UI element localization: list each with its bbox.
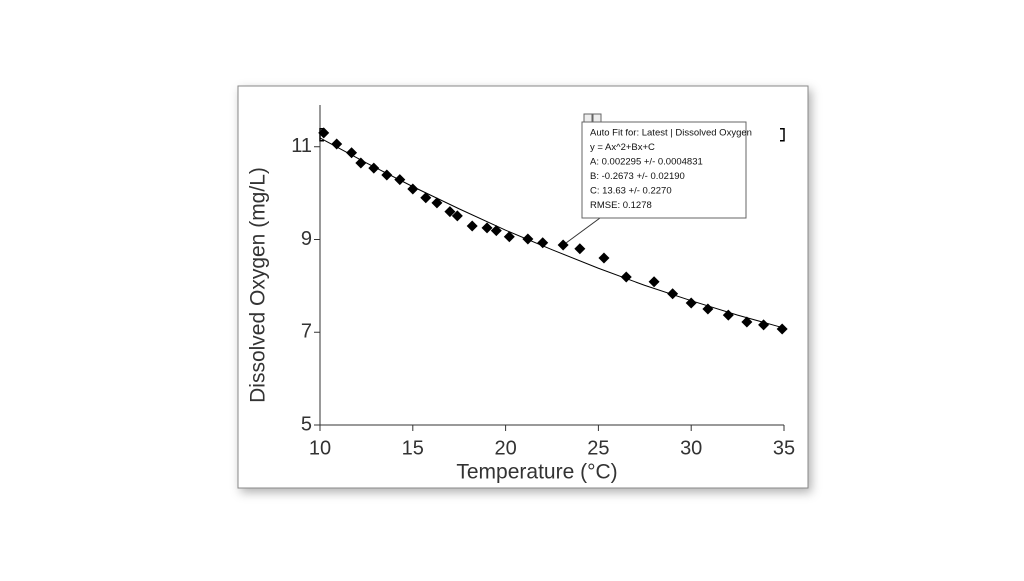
annotation-line: Auto Fit for: Latest | Dissolved Oxygen: [590, 128, 752, 139]
data-point: [481, 222, 493, 234]
y-tick-label: 11: [291, 135, 312, 157]
data-point: [722, 309, 734, 321]
data-point: [466, 220, 478, 232]
annotation-line: A: 0.002295 +/- 0.0004831: [590, 157, 703, 168]
data-point: [557, 239, 569, 251]
data-point: [346, 147, 358, 159]
annotation-line: B: -0.2673 +/- 0.02190: [590, 171, 685, 182]
range-bracket: [319, 127, 324, 142]
y-tick-label: 5: [301, 413, 312, 435]
y-tick-label: 7: [301, 321, 312, 343]
annotation-line: y = Ax^2+Bx+C: [590, 142, 655, 153]
data-point: [444, 206, 456, 218]
close-button[interactable]: [583, 113, 593, 123]
annotation-line: RMSE: 0.1278: [590, 200, 652, 211]
data-point: [355, 157, 367, 169]
data-point: [318, 127, 330, 139]
x-axis-label: Temperature (°C): [456, 461, 617, 484]
data-point: [407, 183, 419, 195]
data-point: [667, 288, 679, 300]
data-point: [503, 231, 515, 243]
x-tick-label: 35: [773, 437, 795, 459]
data-point: [598, 252, 610, 264]
data-point: [537, 237, 549, 249]
data-point: [574, 243, 586, 255]
data-point: [776, 323, 788, 335]
data-point: [648, 276, 660, 288]
data-point: [420, 192, 432, 204]
data-point: [431, 197, 443, 209]
data-point: [741, 316, 753, 328]
minimize-button[interactable]: [592, 113, 602, 123]
x-tick-label: 10: [309, 437, 331, 459]
leader-line: [565, 217, 601, 244]
data-point: [451, 210, 463, 222]
x-tick-label: 25: [587, 437, 609, 459]
fit-annotation: Auto Fit for: Latest | Dissolved Oxygen y…: [565, 113, 752, 244]
x-tick-label: 20: [494, 437, 516, 459]
range-bracket: [780, 127, 785, 142]
annotation-line: C: 13.63 +/- 0.2270: [590, 186, 672, 197]
x-tick-label: 15: [402, 437, 424, 459]
data-point: [331, 138, 343, 150]
data-point: [490, 225, 502, 237]
y-axis-label: Dissolved Oxygen (mg/L): [247, 167, 270, 403]
x-tick-label: 30: [680, 437, 702, 459]
y-tick-label: 9: [301, 228, 312, 250]
annotation-box: [581, 121, 747, 219]
fit-curve: [319, 137, 785, 329]
